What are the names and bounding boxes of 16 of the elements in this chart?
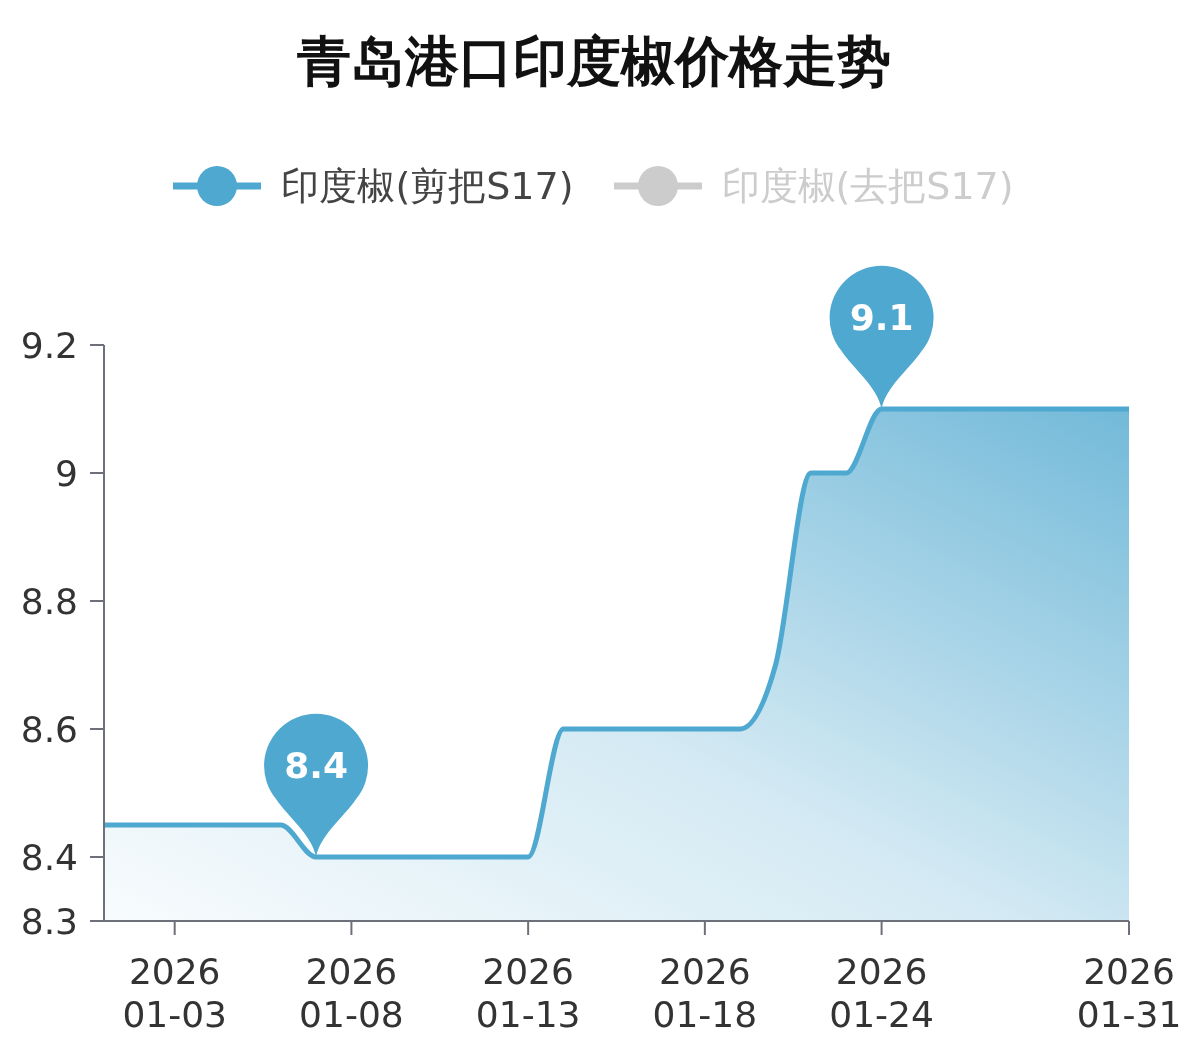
x-tick-label: 2026 01-03 bbox=[122, 951, 227, 1035]
y-tick-label: 9.2 bbox=[20, 324, 78, 366]
x-tick-label: 2026 01-24 bbox=[829, 951, 934, 1035]
y-tick-label: 8.8 bbox=[20, 580, 78, 622]
x-tick-label: 2026 01-13 bbox=[475, 951, 581, 1035]
x-tick-label: 2026 01-08 bbox=[299, 951, 404, 1035]
data-label: 8.4 bbox=[284, 744, 348, 786]
y-tick-label: 8.6 bbox=[20, 708, 78, 750]
legend-label: 印度椒(剪把S17) bbox=[281, 163, 574, 210]
x-tick-label: 2026 01-31 bbox=[1076, 951, 1182, 1035]
y-tick-label: 8.4 bbox=[20, 836, 78, 878]
y-tick-label: 9 bbox=[55, 452, 78, 494]
chart-title: 青岛港口印度椒价格走势 bbox=[295, 29, 892, 95]
data-label: 9.1 bbox=[849, 296, 914, 338]
y-tick-label: 8.3 bbox=[20, 900, 78, 942]
x-tick-label: 2026 01-18 bbox=[652, 951, 758, 1035]
